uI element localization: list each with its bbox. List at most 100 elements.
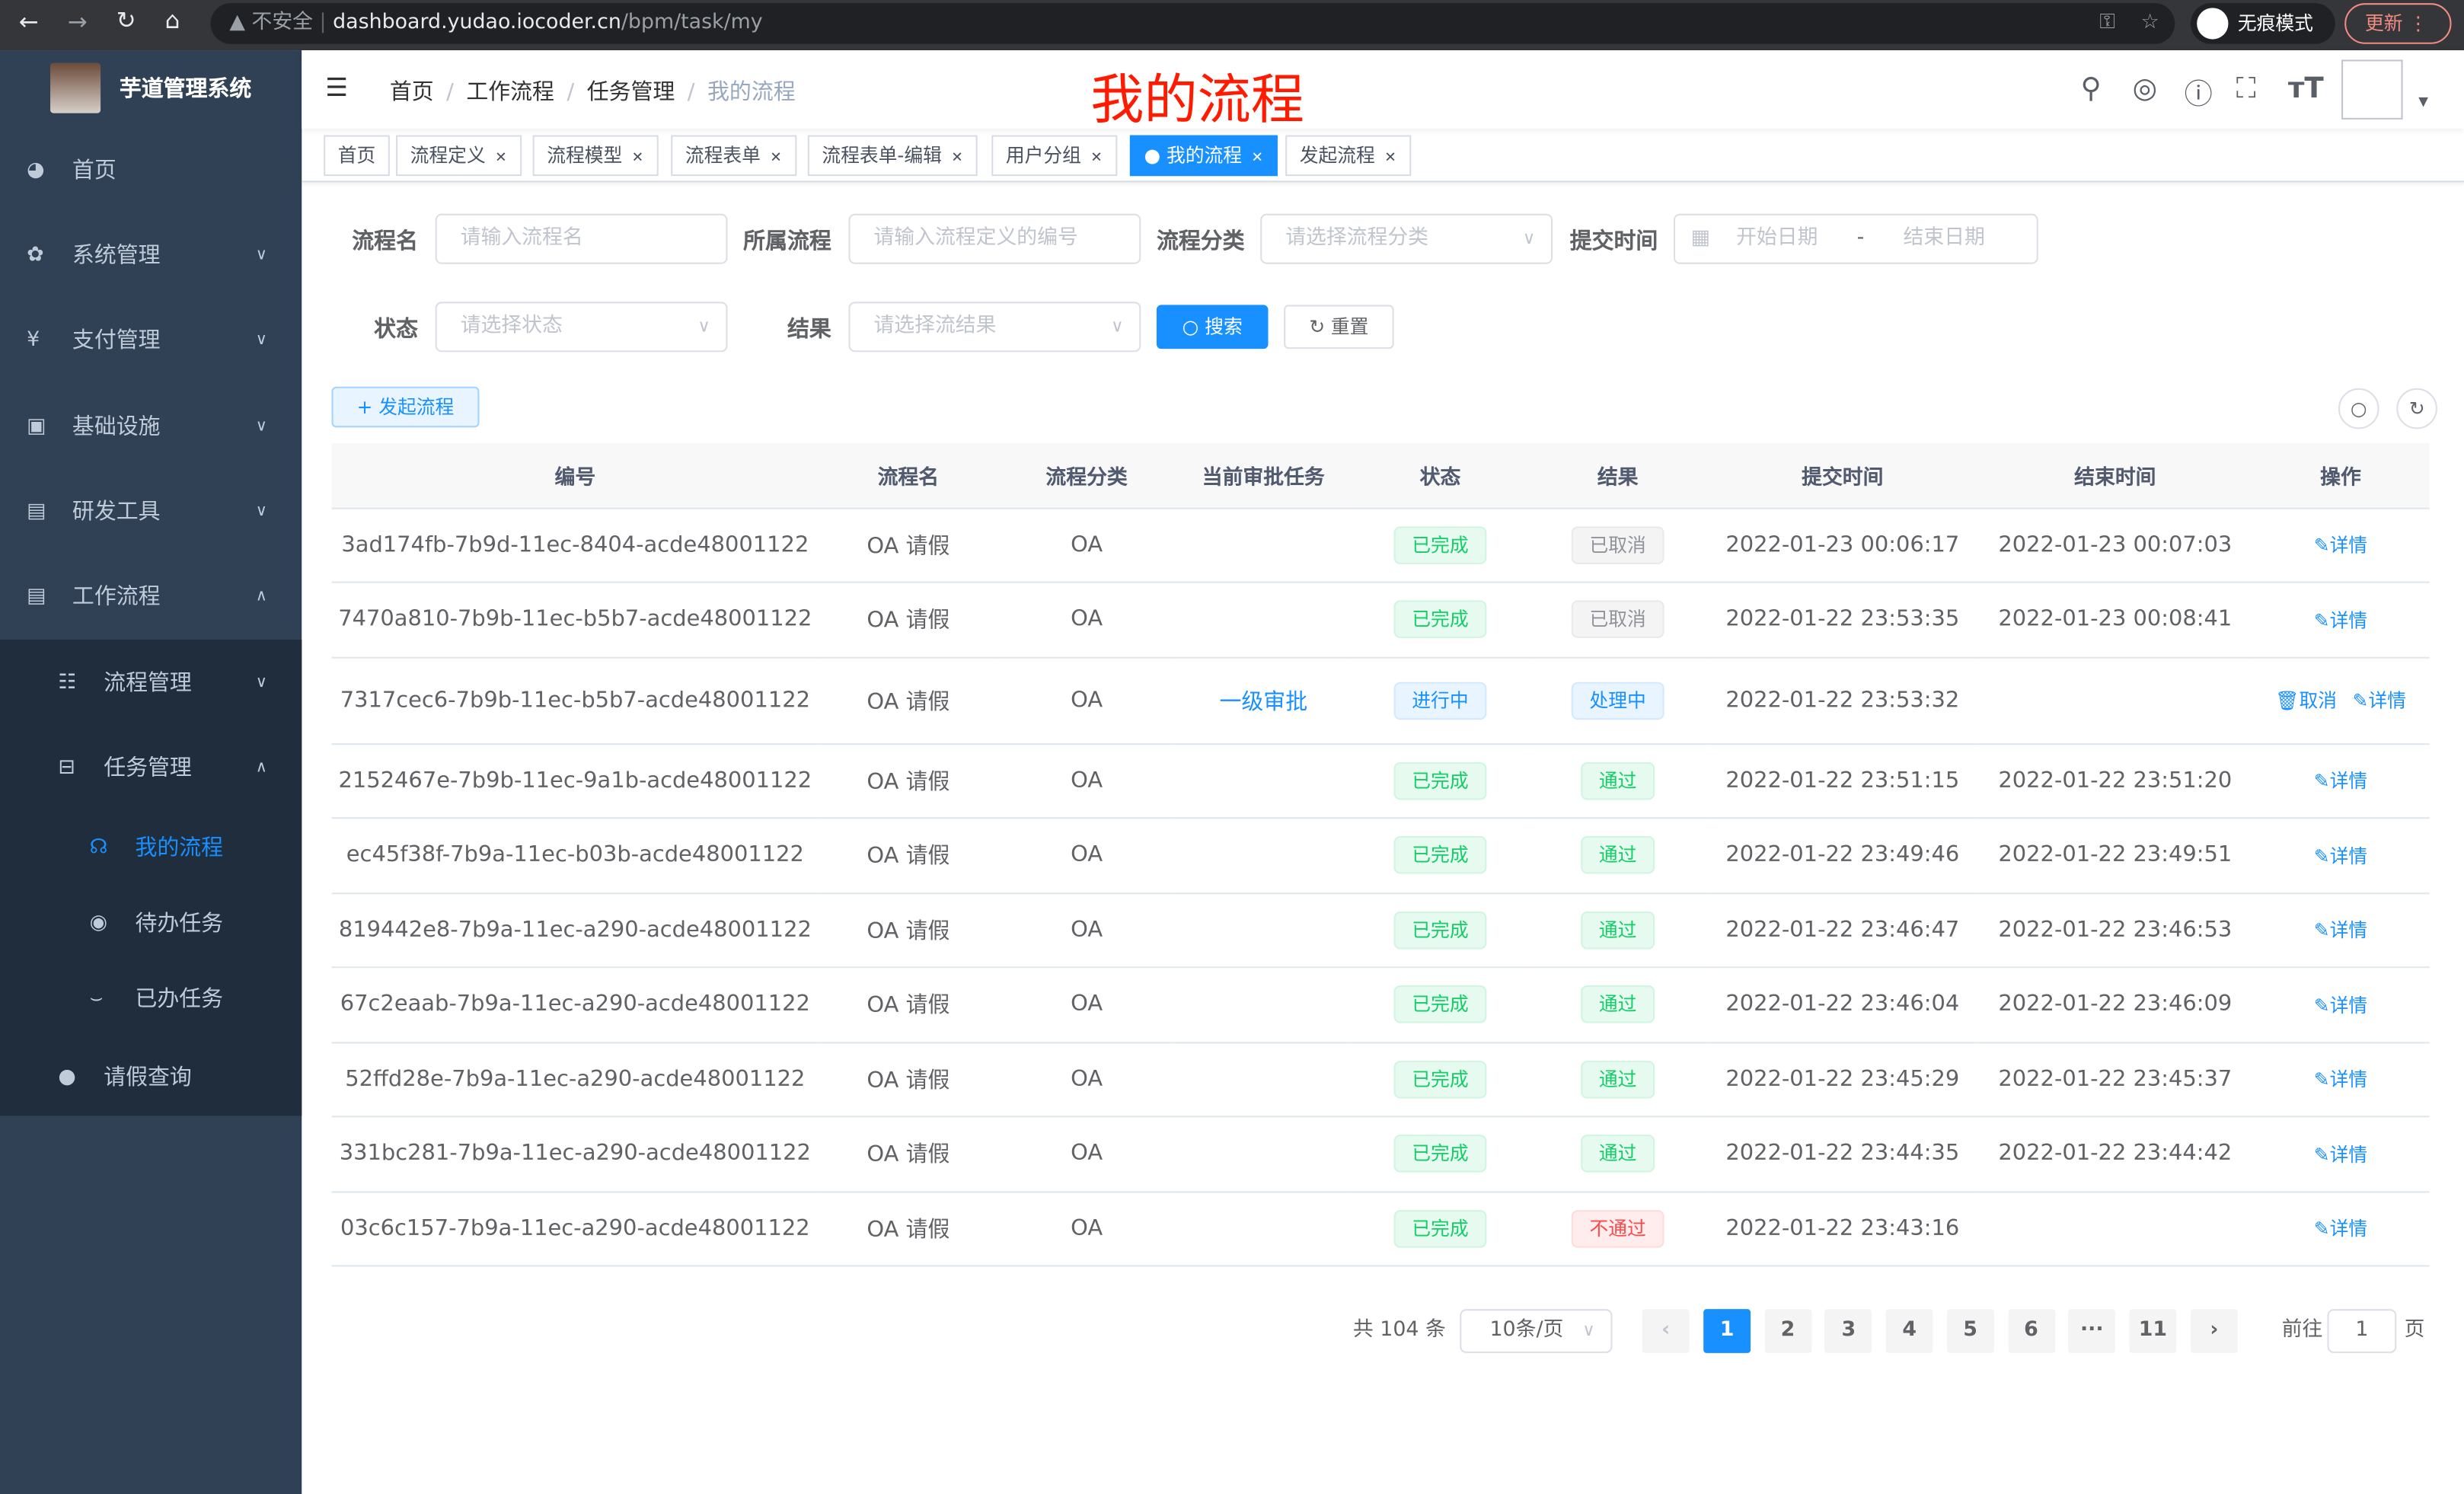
current-task (1175, 1191, 1352, 1267)
detail-button[interactable]: ✎详情 (2314, 771, 2367, 793)
update-button[interactable]: 更新 ⋮ (2344, 3, 2452, 44)
detail-button[interactable]: ✎详情 (2314, 1218, 2367, 1240)
page-button[interactable]: 6 (2007, 1309, 2055, 1353)
breadcrumb-item[interactable]: 任务管理 (586, 80, 675, 106)
date-range-picker[interactable]: ▦ 开始日期 - 结束日期 (1673, 213, 2038, 264)
category-select[interactable]: 请选择流程分类 ∨ (1260, 213, 1553, 264)
tag-item[interactable]: 流程定义 ✕ (396, 135, 522, 177)
process-category: OA (997, 507, 1176, 583)
submit-time: 2022-01-22 23:51:15 (1706, 743, 1979, 819)
detail-button[interactable]: ✎详情 (2314, 1069, 2367, 1091)
detail-button[interactable]: ✎详情 (2314, 1144, 2367, 1166)
incognito-badge[interactable]: 无痕模式 (2190, 3, 2335, 44)
close-icon[interactable]: ✕ (631, 151, 644, 167)
tag-item[interactable]: 流程模型 ✕ (532, 135, 658, 177)
page-button[interactable]: 4 (1885, 1309, 1933, 1353)
sidebar-item[interactable]: ▣ 基础设施 ∨ (0, 385, 302, 470)
page-button[interactable]: 1 (1703, 1309, 1751, 1353)
sidebar-item[interactable]: ✿ 系统管理 ∨ (0, 214, 302, 298)
reload-icon[interactable]: ↻ (116, 6, 136, 35)
tag-item[interactable]: ● 我的流程 ✕ (1129, 135, 1278, 177)
result-select[interactable]: 请选择流结果 ∨ (848, 302, 1141, 353)
next-page-button[interactable]: › (2190, 1309, 2238, 1353)
url-path: /bpm/task/my (621, 11, 763, 35)
detail-button[interactable]: ✎详情 (2314, 920, 2367, 942)
goto-label: 前往 (2281, 1318, 2323, 1342)
sidebar-item[interactable]: ⌣ 已办任务 (0, 962, 302, 1037)
insecure-label: 不安全 (251, 11, 314, 35)
create-process-button[interactable]: + 发起流程 (331, 386, 480, 428)
page-button[interactable]: 2 (1764, 1309, 1811, 1353)
key-icon[interactable]: ⚿ (2099, 11, 2115, 35)
tag-item[interactable]: 首页 (324, 135, 390, 177)
edit-icon: ✎ (2313, 535, 2330, 557)
close-icon[interactable]: ✕ (951, 151, 963, 167)
page-button[interactable]: ··· (2068, 1309, 2116, 1353)
sidebar-item-label: 工作流程 (72, 584, 161, 610)
back-icon[interactable]: ← (18, 8, 39, 37)
breadcrumb-item[interactable]: 首页 (389, 80, 434, 106)
definition-input[interactable]: 请输入流程定义的编号 (848, 213, 1141, 264)
submit-time: 2022-01-22 23:46:47 (1706, 892, 1979, 969)
tag-item[interactable]: 发起流程 ✕ (1285, 135, 1411, 177)
end-date[interactable]: 结束日期 (1903, 226, 1985, 251)
sidebar-item[interactable]: ◉ 待办任务 (0, 886, 302, 962)
close-icon[interactable]: ✕ (1384, 151, 1396, 167)
page-size-select[interactable]: 10条/页 ∨ (1460, 1309, 1613, 1353)
start-date[interactable]: 开始日期 (1736, 226, 1818, 251)
detail-button[interactable]: ✎详情 (2353, 690, 2406, 712)
app-title: 芋道管理系统 (119, 77, 252, 103)
sidebar-item[interactable]: ◕ 首页 (0, 129, 302, 213)
tag-item[interactable]: 用户分组 ✕ (991, 135, 1117, 177)
toggle-search-button[interactable]: ○ (2338, 388, 2379, 429)
reset-button[interactable]: ↻ 重置 (1284, 305, 1394, 350)
dashboard-icon: ◕ (27, 158, 45, 183)
font-size-icon[interactable]: тT (2287, 72, 2324, 106)
sidebar-item[interactable]: ▤ 研发工具 ∨ (0, 470, 302, 554)
status-select[interactable]: 请选择状态 ∨ (435, 302, 728, 353)
search-icon[interactable]: ⚲ (2080, 72, 2102, 106)
breadcrumb-item[interactable]: 工作流程 (466, 80, 554, 106)
star-icon[interactable]: ☆ (2140, 11, 2159, 35)
close-icon[interactable]: ✕ (1251, 151, 1264, 167)
detail-button[interactable]: ✎详情 (2314, 609, 2367, 631)
avatar[interactable] (2341, 59, 2403, 120)
sidebar-item[interactable]: ▤ 工作流程 ∧ (0, 555, 302, 640)
tag-item[interactable]: 流程表单 ✕ (671, 135, 796, 177)
sidebar-item[interactable]: ☊ 我的流程 (0, 811, 302, 886)
caret-down-icon[interactable]: ▼ (2418, 94, 2428, 109)
goto-page-input[interactable]: 1 (2327, 1309, 2397, 1353)
detail-button[interactable]: ✎详情 (2314, 535, 2367, 557)
fullscreen-icon[interactable]: ⛶ (2236, 72, 2256, 106)
sidebar-item[interactable]: ⊟ 任务管理 ∧ (0, 726, 302, 810)
help-icon[interactable]: ⓘ (2184, 78, 2213, 112)
sidebar-item[interactable]: ☷ 流程管理 ∨ (0, 641, 302, 726)
github-icon[interactable]: ◎ (2132, 72, 2158, 106)
refresh-button[interactable]: ↻ (2396, 388, 2437, 429)
address-bar[interactable]: ▲ 不安全 | dashboard.yudao.iocoder.cn/bpm/t… (210, 3, 2175, 44)
page-button[interactable]: 11 (2129, 1309, 2177, 1353)
name-input[interactable]: 请输入流程名 (435, 213, 728, 264)
sidebar-item[interactable]: ● 请假查询 (0, 1036, 302, 1120)
page-button[interactable]: 5 (1946, 1309, 1994, 1353)
actions-cell: ✎详情 (2252, 1116, 2430, 1192)
close-icon[interactable]: ✕ (1090, 151, 1103, 167)
sidebar-item[interactable]: ¥ 支付管理 ∨ (0, 298, 302, 383)
prev-page-button[interactable]: ‹ (1642, 1309, 1690, 1353)
submit-time: 2022-01-22 23:43:16 (1706, 1191, 1979, 1267)
page-button[interactable]: 3 (1824, 1309, 1872, 1353)
home-icon[interactable]: ⌂ (164, 6, 180, 35)
search-button[interactable]: ○ 搜索 (1156, 305, 1269, 350)
status-badge: 已完成 (1394, 1209, 1486, 1248)
detail-button[interactable]: ✎详情 (2314, 994, 2367, 1017)
cancel-button[interactable]: 🗑取消 (2275, 690, 2337, 712)
incognito-label: 无痕模式 (2237, 12, 2313, 35)
hamburger-icon[interactable]: ☰ (325, 72, 348, 103)
forward-icon[interactable]: → (67, 8, 88, 37)
detail-button[interactable]: ✎详情 (2314, 845, 2367, 867)
process-id: 67c2eaab-7b9a-11ec-a290-acde48001122 (331, 967, 819, 1043)
close-icon[interactable]: ✕ (495, 151, 507, 167)
tag-item[interactable]: 流程表单-编辑 ✕ (807, 135, 978, 177)
close-icon[interactable]: ✕ (770, 151, 782, 167)
search-label: 搜索 (1205, 315, 1243, 338)
